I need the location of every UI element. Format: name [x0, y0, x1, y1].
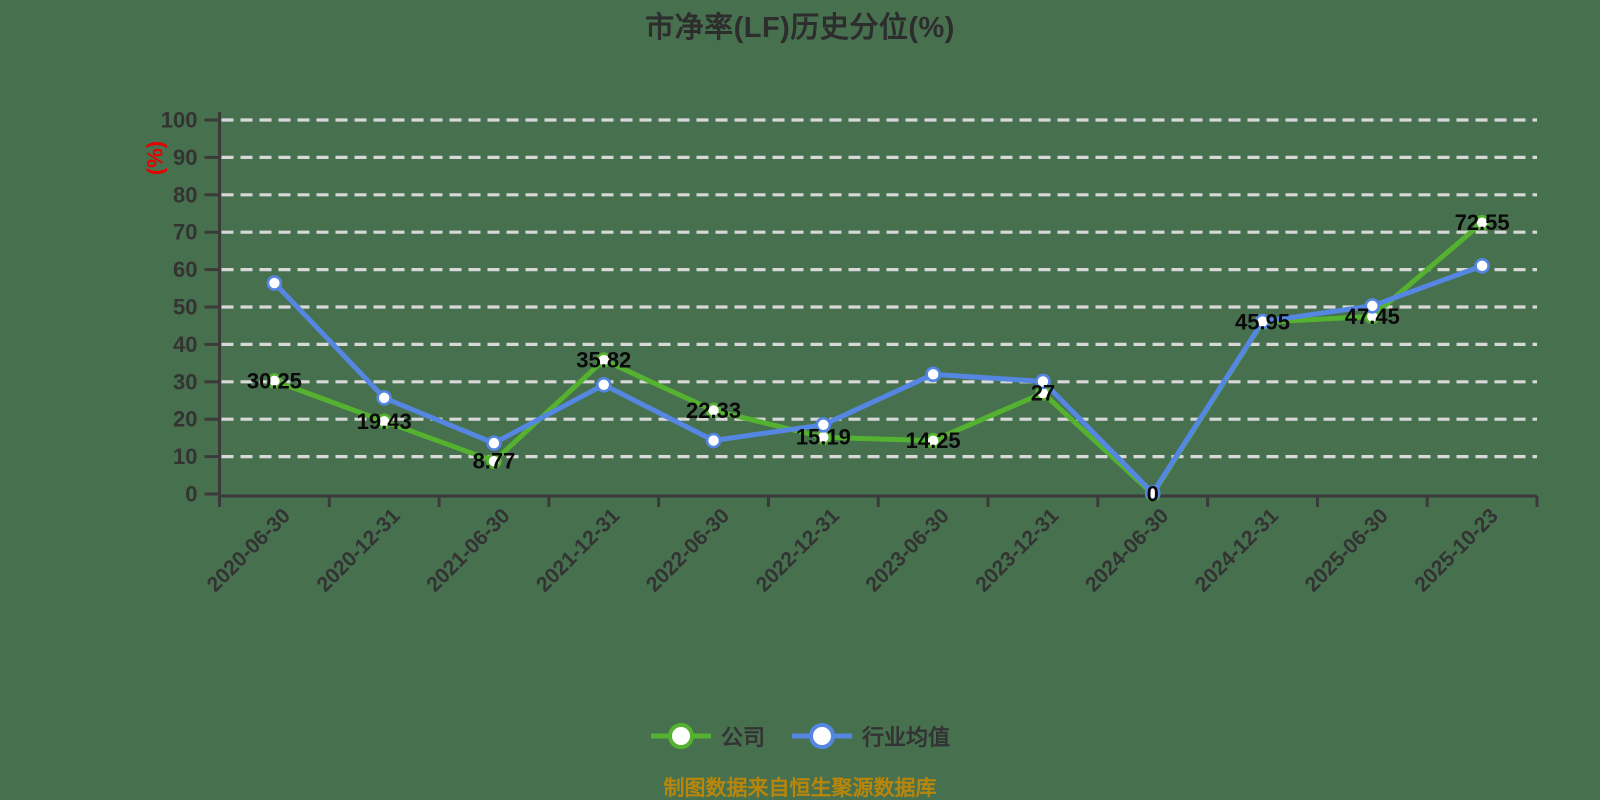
legend-label-industry: 行业均值	[862, 725, 951, 750]
y-tick-label: 40	[173, 332, 197, 357]
data-point-label: 19.43	[357, 409, 412, 434]
industry-data-point	[1144, 485, 1161, 501]
legend-item-industry: 行业均值	[791, 720, 950, 752]
x-tick-label: 2020-06-30	[203, 504, 295, 596]
company-data-point	[486, 453, 502, 470]
industry-series-line	[271, 263, 1485, 496]
data-source-note: 制图数据来自恒生聚源数据库	[663, 777, 937, 800]
industry-data-point	[595, 376, 612, 393]
y-tick-label: 20	[173, 407, 197, 432]
y-tick-label: 90	[173, 145, 197, 170]
x-tick-label: 2021-06-30	[422, 504, 514, 596]
x-tick-label: 2023-06-30	[861, 504, 953, 596]
industry-data-point	[925, 366, 941, 383]
industry-data-point	[815, 417, 832, 433]
chart-title: 市净率(LF)历史分位(%)	[645, 12, 955, 44]
industry-series-marker-icon	[792, 723, 852, 749]
y-axis-unit-label: (%)	[143, 141, 168, 175]
company-series-marker-icon	[650, 723, 711, 749]
x-tick-label: 2025-10-23	[1410, 504, 1502, 596]
industry-data-point	[266, 275, 283, 291]
y-tick-label: 30	[173, 369, 197, 394]
x-tick-label: 2020-12-31	[313, 504, 405, 596]
data-point-label: 72.55	[1455, 210, 1510, 235]
data-point-label: 14.25	[906, 428, 961, 453]
y-tick-label: 80	[173, 182, 197, 207]
legend-label-company: 公司	[720, 725, 765, 750]
industry-data-point	[1474, 258, 1490, 274]
y-tick-label: 0	[185, 482, 197, 507]
x-tick-label: 2021-12-31	[532, 504, 624, 596]
x-tick-label: 2024-12-31	[1191, 504, 1283, 596]
data-point-label: 27	[1031, 381, 1055, 406]
company-data-point	[1474, 214, 1490, 231]
company-series-line	[271, 220, 1485, 497]
y-tick-label: 100	[161, 108, 198, 133]
industry-data-point	[1035, 373, 1051, 390]
x-tick-label: 2025-06-30	[1301, 504, 1393, 596]
company-data-point	[266, 373, 283, 389]
company-data-point	[705, 402, 722, 419]
x-tick-label: 2022-12-31	[752, 504, 844, 596]
industry-data-point	[1254, 313, 1271, 330]
y-tick-label: 60	[173, 257, 197, 282]
x-tick-label: 2024-06-30	[1081, 504, 1173, 596]
industry-data-point	[376, 390, 392, 406]
legend: 公司 行业均值	[0, 718, 1600, 754]
data-point-label: 30.25	[247, 368, 302, 393]
company-data-point	[376, 413, 392, 430]
industry-data-point	[486, 435, 502, 451]
data-point-label: 22.33	[686, 398, 741, 423]
x-tick-label: 2022-06-30	[642, 504, 734, 596]
industry-data-point	[1364, 298, 1381, 314]
y-tick-label: 50	[173, 295, 197, 320]
data-point-label: 45.95	[1235, 310, 1290, 335]
y-tick-label: 10	[173, 444, 197, 469]
data-point-label: 35.82	[576, 348, 631, 373]
data-point-label: 0	[1147, 482, 1159, 507]
company-data-point	[595, 352, 612, 368]
company-legend-dot	[667, 723, 694, 749]
legend-item-company: 公司	[650, 720, 765, 752]
industry-data-point	[705, 432, 722, 449]
company-data-point	[925, 432, 941, 449]
data-point-label: 15.19	[796, 425, 851, 450]
data-point-label: 8.77	[473, 449, 516, 474]
y-tick-label: 70	[173, 220, 197, 245]
x-tick-label: 2023-12-31	[971, 504, 1063, 596]
industry-legend-dot	[809, 723, 835, 749]
data-point-label: 47.45	[1345, 304, 1400, 329]
